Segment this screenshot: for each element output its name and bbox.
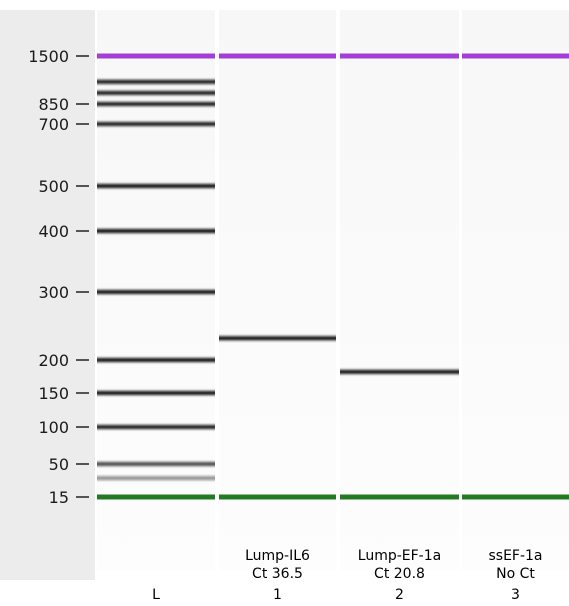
lower-marker-band <box>462 494 569 500</box>
lower-marker-band <box>340 494 459 500</box>
axis-tick-label: 300 <box>38 283 69 302</box>
dna-band <box>97 391 215 395</box>
dna-band <box>97 425 215 429</box>
dna-band <box>97 184 215 188</box>
lane-ct-value: No Ct <box>496 566 535 582</box>
axis-tick-label: 700 <box>38 115 69 134</box>
axis-tick-label: 100 <box>38 418 69 437</box>
dna-band <box>97 358 215 362</box>
upper-marker-band <box>462 53 569 59</box>
dna-band <box>97 122 215 126</box>
lane-backgrounds <box>97 10 569 570</box>
lane-id: 2 <box>395 587 404 603</box>
upper-marker-band <box>219 53 336 59</box>
lane-background <box>340 10 459 570</box>
upper-marker-band <box>97 53 215 59</box>
ladder-axis-panel <box>0 10 95 580</box>
dna-band <box>97 229 215 233</box>
dna-band <box>97 290 215 294</box>
lane-sample-name: Lump-EF-1a <box>358 548 441 564</box>
dna-band <box>219 336 336 341</box>
dna-band <box>97 462 215 466</box>
lane-background <box>219 10 336 570</box>
lane-labels: L Lump-IL6 Ct 36.5 1 Lump-EF-1a Ct 20.8 2 ssEF-… <box>152 548 542 603</box>
lane-id: 1 <box>273 587 282 603</box>
axis-tick-label: 150 <box>38 384 69 403</box>
dna-band <box>340 369 459 374</box>
dna-band <box>97 476 215 481</box>
lane-sample-name: Lump-IL6 <box>245 548 310 564</box>
axis-tick-label: 400 <box>38 222 69 241</box>
lane-id: L <box>152 587 160 603</box>
dna-band <box>97 102 215 106</box>
lane-ct-value: Ct 36.5 <box>252 566 303 582</box>
axis-tick-label: 850 <box>38 95 69 114</box>
gel-bands <box>97 53 569 500</box>
lower-marker-band <box>219 494 336 500</box>
upper-marker-band <box>340 53 459 59</box>
lane-ct-value: Ct 20.8 <box>374 566 425 582</box>
axis-tick-label: 500 <box>38 177 69 196</box>
axis-tick-label: 15 <box>49 488 69 507</box>
axis-tick-label: 1500 <box>28 47 69 66</box>
lane-sample-name: ssEF-1a <box>488 548 542 564</box>
axis-tick-label: 50 <box>49 455 69 474</box>
dna-band <box>97 90 215 95</box>
dna-band <box>97 79 215 84</box>
lane-background <box>462 10 569 570</box>
lower-marker-band <box>97 494 215 500</box>
lane-id: 3 <box>511 587 520 603</box>
axis-tick-label: 200 <box>38 351 69 370</box>
